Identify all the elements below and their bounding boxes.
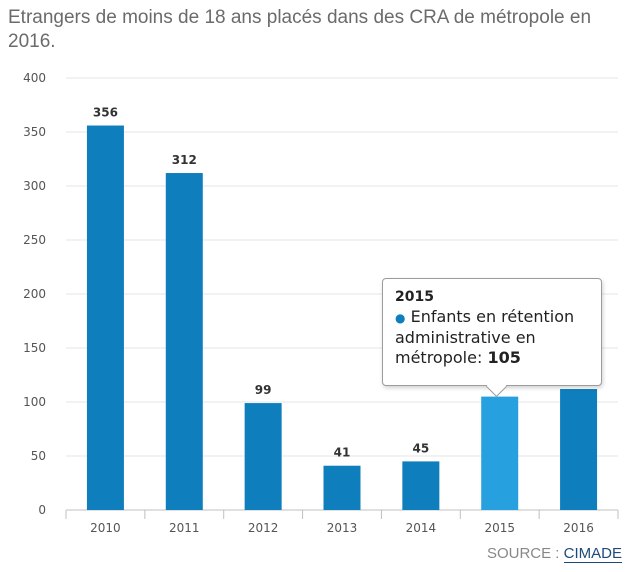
bar[interactable] <box>323 465 361 510</box>
bar[interactable] <box>244 403 282 510</box>
x-tick-label: 2016 <box>563 521 594 535</box>
bar[interactable] <box>402 461 440 510</box>
y-tick-label: 400 <box>23 71 46 85</box>
tooltip-series-name: Enfants en rétention administrative en m… <box>395 307 575 367</box>
data-label: 99 <box>255 383 272 397</box>
bar[interactable] <box>560 389 598 510</box>
x-tick-label: 2012 <box>248 521 279 535</box>
x-tick-label: 2014 <box>406 521 437 535</box>
source-link[interactable]: CIMADE <box>563 545 622 563</box>
y-tick-label: 350 <box>23 125 46 139</box>
source-prefix: SOURCE : <box>486 545 564 562</box>
data-label: 356 <box>93 106 118 120</box>
tooltip-value: 105 <box>487 348 521 367</box>
data-label: 41 <box>334 446 351 460</box>
data-label: 312 <box>172 153 197 167</box>
tooltip: 2015 ● Enfants en rétention administrati… <box>382 278 602 386</box>
y-tick-label: 300 <box>23 179 46 193</box>
x-tick-label: 2013 <box>327 521 358 535</box>
y-tick-label: 0 <box>38 503 46 517</box>
chart-title: Etrangers de moins de 18 ans placés dans… <box>8 7 592 52</box>
series-dot-icon: ● <box>395 311 406 325</box>
y-tick-label: 200 <box>23 287 46 301</box>
bar[interactable] <box>86 125 124 511</box>
y-tick-label: 250 <box>23 233 46 247</box>
y-tick-label: 150 <box>23 341 46 355</box>
x-tick-label: 2011 <box>169 521 200 535</box>
x-tick-label: 2010 <box>90 521 121 535</box>
bar[interactable] <box>481 396 519 510</box>
tooltip-year: 2015 <box>395 289 434 305</box>
source-credit: SOURCE : CIMADE <box>486 545 622 563</box>
data-label: 45 <box>413 441 430 455</box>
y-tick-label: 50 <box>31 449 46 463</box>
bar[interactable] <box>165 173 203 511</box>
x-tick-label: 2015 <box>484 521 515 535</box>
y-tick-label: 100 <box>23 395 46 409</box>
